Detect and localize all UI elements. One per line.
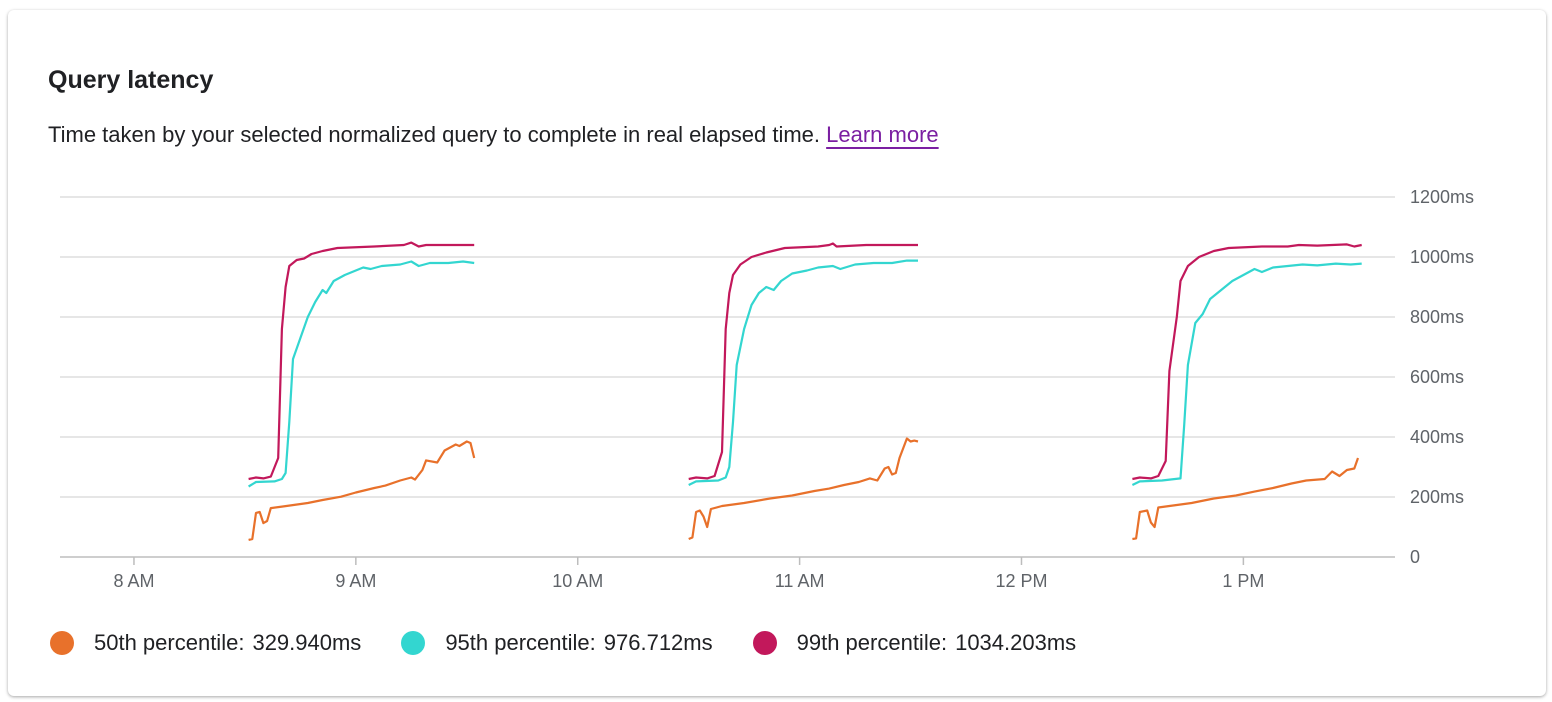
x-tick-label: 8 AM (113, 571, 154, 591)
y-tick-label: 1200ms (1410, 187, 1474, 207)
legend-value: 976.712ms (603, 630, 713, 655)
x-tick-label: 1 PM (1222, 571, 1264, 591)
y-tick-label: 200ms (1410, 487, 1464, 507)
y-tick-label: 0 (1410, 547, 1420, 567)
legend-value: 329.940ms (252, 630, 362, 655)
y-tick-label: 400ms (1410, 427, 1464, 447)
series-line-p50 (1132, 457, 1360, 541)
y-tick-label: 1000ms (1410, 247, 1474, 267)
legend-item-p50: 50th percentile:329.940ms (50, 630, 361, 656)
y-tick-label: 800ms (1410, 307, 1464, 327)
x-tick-label: 10 AM (552, 571, 603, 591)
legend-value: 1034.203ms (955, 630, 1077, 655)
series-line-p99 (248, 241, 475, 481)
series-line-p50 (688, 437, 919, 541)
p95-dot-icon (401, 631, 426, 655)
x-tick-label: 9 AM (335, 571, 376, 591)
series-line-p99 (1132, 243, 1362, 481)
legend-item-p99: 99th percentile:1034.203ms (752, 630, 1077, 656)
legend-item-p95: 95th percentile:976.712ms (401, 630, 713, 656)
x-tick-label: 11 AM (775, 571, 825, 591)
learn-more-link[interactable]: Learn more (826, 122, 939, 147)
query-latency-card: Query latency Time taken by your selecte… (8, 10, 1546, 696)
p50-dot-icon (50, 631, 74, 655)
series-line-p95 (688, 259, 918, 486)
p99-dot-icon (752, 631, 777, 655)
description-text: Time taken by your selected normalized q… (48, 122, 821, 147)
series-line-p50 (248, 440, 476, 541)
series-line-p99 (688, 242, 918, 481)
legend-label: 50th percentile (94, 630, 239, 655)
card-description: Time taken by your selected normalized q… (48, 122, 939, 148)
y-tick-label: 600ms (1410, 367, 1464, 387)
chart-legend: 50th percentile:329.940ms 95th percentil… (50, 630, 1076, 656)
x-tick-label: 12 PM (995, 571, 1047, 591)
card-title: Query latency (48, 66, 214, 94)
series-line-p95 (1131, 262, 1362, 486)
series-line-p95 (248, 260, 475, 488)
legend-label: 95th percentile (445, 630, 590, 655)
legend-label: 99th percentile (796, 630, 941, 655)
